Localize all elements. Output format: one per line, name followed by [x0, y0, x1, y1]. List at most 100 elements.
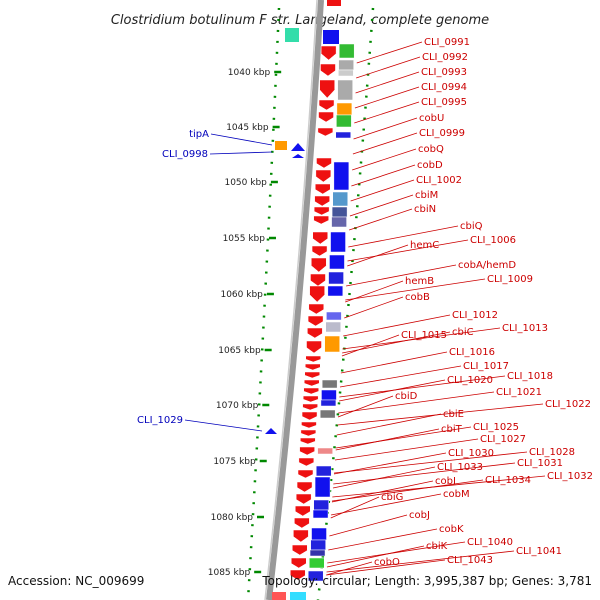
forward-gene-arrow[interactable]: [301, 411, 318, 421]
gene-label-right[interactable]: CLI_1002: [416, 175, 462, 186]
gene-label-right[interactable]: CLI_1022: [545, 399, 591, 410]
gene-label-right[interactable]: cbiK: [426, 541, 448, 552]
gene-block[interactable]: [307, 570, 324, 582]
gene-block[interactable]: [311, 527, 327, 541]
gene-label-right[interactable]: CLI_1027: [480, 434, 526, 445]
gene-block[interactable]: [309, 557, 325, 569]
forward-gene-arrow[interactable]: [302, 395, 319, 403]
gene-block[interactable]: [335, 131, 352, 139]
forward-gene-arrow[interactable]: [297, 469, 314, 479]
cli-0998-gene[interactable]: [291, 143, 305, 151]
forward-gene-arrow[interactable]: [317, 127, 334, 137]
gene-label-right[interactable]: cbiT: [441, 424, 463, 435]
gene-block[interactable]: [332, 191, 348, 207]
gene-block[interactable]: [320, 399, 337, 407]
gene-label-right[interactable]: cbiE: [443, 409, 464, 420]
gene-label-right[interactable]: CLI_1021: [496, 387, 542, 398]
gene-block[interactable]: [338, 69, 354, 77]
gene-label-right[interactable]: cbiM: [415, 190, 438, 201]
gene-block[interactable]: [317, 447, 333, 455]
gene-label-right[interactable]: cbiC: [452, 327, 474, 338]
gene-block[interactable]: [285, 28, 299, 42]
gene-label-right[interactable]: CLI_0995: [421, 97, 467, 108]
gene-label-right[interactable]: CLI_1043: [447, 555, 493, 566]
gene-block[interactable]: [333, 161, 350, 191]
gene-label-right[interactable]: cbiG: [381, 492, 403, 503]
forward-gene-arrow[interactable]: [309, 285, 325, 303]
gene-label-right[interactable]: cobA/hemD: [458, 260, 516, 271]
gene-block[interactable]: [323, 30, 339, 44]
gene-label-right[interactable]: CLI_0994: [421, 82, 467, 93]
gene-label-right[interactable]: CLI_1012: [452, 310, 498, 321]
gene-label-left[interactable]: CLI_0998: [162, 149, 208, 160]
gene-block[interactable]: [290, 592, 306, 600]
gene-label-right[interactable]: cbiN: [414, 204, 436, 215]
gene-label-right[interactable]: cobB: [405, 292, 430, 303]
forward-gene-arrow[interactable]: [293, 529, 309, 543]
forward-gene-arrow[interactable]: [308, 303, 325, 315]
gene-label-right[interactable]: CLI_0999: [419, 128, 465, 139]
gene-label-right[interactable]: CLI_1025: [473, 422, 519, 433]
gene-label-right[interactable]: CLI_1013: [502, 323, 548, 334]
forward-gene-arrow[interactable]: [300, 437, 316, 445]
gene-block[interactable]: [331, 216, 347, 228]
forward-gene-arrow[interactable]: [299, 446, 315, 456]
gene-block[interactable]: [309, 549, 326, 557]
forward-gene-arrow[interactable]: [315, 169, 332, 183]
gene-block[interactable]: [338, 59, 354, 71]
gene-label-right[interactable]: CLI_1006: [470, 235, 516, 246]
forward-gene-arrow[interactable]: [295, 493, 312, 505]
forward-gene-arrow[interactable]: [318, 111, 334, 123]
gene-label-right[interactable]: cobI: [435, 476, 456, 487]
forward-gene-arrow[interactable]: [305, 363, 321, 371]
gene-block[interactable]: [331, 206, 348, 218]
gene-block[interactable]: [337, 79, 353, 101]
gene-label-right[interactable]: hemB: [405, 276, 434, 287]
forward-gene-arrow[interactable]: [314, 195, 330, 207]
gene-label-right[interactable]: CLI_1018: [507, 371, 553, 382]
gene-block[interactable]: [336, 102, 353, 116]
forward-gene-arrow[interactable]: [307, 315, 324, 327]
gene-block[interactable]: [321, 379, 338, 389]
tipA-gene[interactable]: [275, 141, 287, 150]
gene-label-right[interactable]: CLI_1030: [448, 448, 494, 459]
forward-gene-arrow[interactable]: [303, 387, 319, 395]
gene-label-right[interactable]: CLI_1032: [547, 471, 593, 482]
gene-label-left[interactable]: tipA: [189, 129, 209, 140]
gene-label-right[interactable]: CLI_1041: [516, 546, 562, 557]
gene-block[interactable]: [338, 43, 355, 59]
gene-label-right[interactable]: CLI_0991: [424, 37, 470, 48]
forward-gene-arrow[interactable]: [294, 517, 310, 529]
gene-label-right[interactable]: CLI_1031: [517, 458, 563, 469]
forward-gene-arrow[interactable]: [316, 157, 332, 169]
gene-label-right[interactable]: cobU: [419, 113, 444, 124]
gene-block[interactable]: [314, 476, 331, 498]
forward-gene-arrow[interactable]: [310, 273, 326, 287]
forward-gene-arrow[interactable]: [303, 379, 320, 387]
gene-label-right[interactable]: CLI_0992: [422, 52, 468, 63]
forward-gene-arrow[interactable]: [291, 557, 307, 569]
gene-label-right[interactable]: CLI_1015: [401, 330, 447, 341]
gene-block[interactable]: [327, 0, 341, 6]
gene-label-right[interactable]: hemC: [410, 240, 439, 251]
gene-block[interactable]: [326, 311, 342, 321]
gene-label-right[interactable]: cobJ: [409, 510, 430, 521]
gene-label-right[interactable]: CLI_1016: [449, 347, 495, 358]
gene-label-right[interactable]: CLI_1009: [487, 274, 533, 285]
gene-block[interactable]: [312, 509, 329, 519]
forward-gene-arrow[interactable]: [319, 79, 335, 99]
gene-arrow-small[interactable]: [292, 154, 304, 158]
gene-block[interactable]: [328, 271, 344, 285]
gene-label-right[interactable]: CLI_0993: [421, 67, 467, 78]
gene-block[interactable]: [336, 114, 352, 128]
gene-block[interactable]: [315, 465, 332, 477]
gene-label-right[interactable]: CLI_1020: [447, 375, 493, 386]
gene-block[interactable]: [321, 389, 337, 401]
gene-label-right[interactable]: cbiQ: [460, 221, 483, 232]
forward-gene-arrow[interactable]: [305, 355, 322, 363]
forward-gene-arrow[interactable]: [302, 403, 318, 411]
forward-gene-arrow[interactable]: [304, 371, 320, 379]
gene-label-right[interactable]: CLI_1033: [437, 462, 483, 473]
gene-block[interactable]: [310, 539, 326, 551]
gene-block[interactable]: [329, 254, 345, 270]
